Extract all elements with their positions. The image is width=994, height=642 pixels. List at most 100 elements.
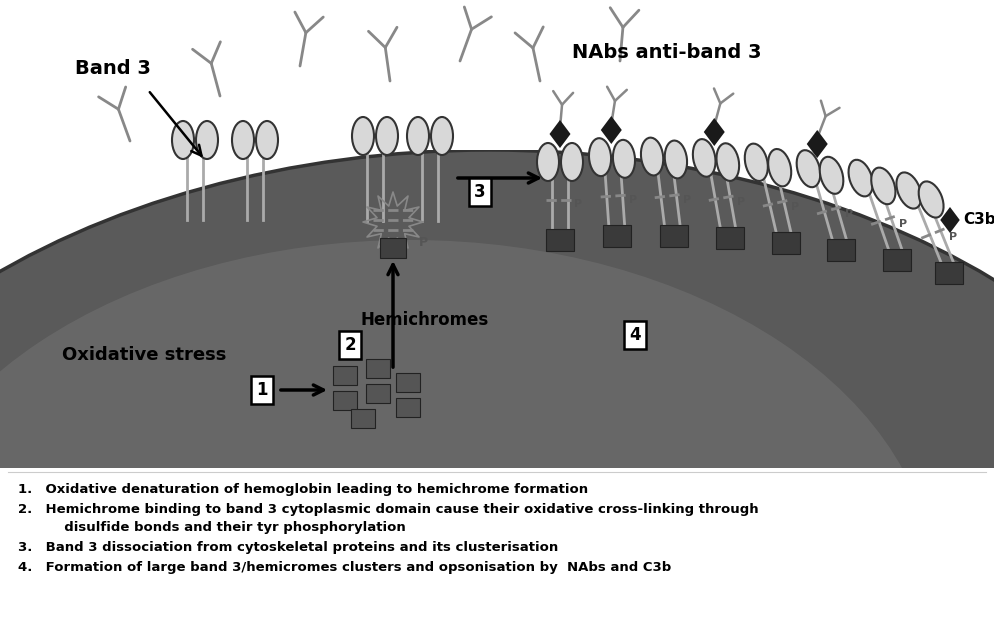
Bar xyxy=(659,225,688,247)
Ellipse shape xyxy=(0,270,994,642)
Ellipse shape xyxy=(0,310,994,642)
Ellipse shape xyxy=(537,143,559,181)
Bar xyxy=(380,238,406,258)
Bar xyxy=(333,365,357,385)
Text: disulfide bonds and their tyr phosphorylation: disulfide bonds and their tyr phosphoryl… xyxy=(18,521,406,535)
Text: 3. Band 3 dissociation from cytoskeletal proteins and its clusterisation: 3. Band 3 dissociation from cytoskeletal… xyxy=(18,541,559,555)
Ellipse shape xyxy=(796,150,820,187)
Ellipse shape xyxy=(0,240,994,642)
Ellipse shape xyxy=(0,240,935,642)
Ellipse shape xyxy=(0,220,994,642)
Text: P: P xyxy=(574,199,582,209)
Ellipse shape xyxy=(0,180,994,642)
Text: P: P xyxy=(683,195,691,205)
Text: Oxidative stress: Oxidative stress xyxy=(62,346,227,364)
Ellipse shape xyxy=(561,143,583,181)
Ellipse shape xyxy=(849,160,873,196)
Ellipse shape xyxy=(0,250,994,642)
Bar xyxy=(0,468,994,642)
Ellipse shape xyxy=(693,139,716,177)
Bar xyxy=(884,249,911,271)
Polygon shape xyxy=(550,120,571,148)
Bar xyxy=(366,358,390,377)
Bar xyxy=(366,383,390,403)
Ellipse shape xyxy=(0,210,994,642)
Text: P: P xyxy=(899,219,908,229)
Bar xyxy=(935,262,963,284)
Ellipse shape xyxy=(745,144,767,181)
Bar xyxy=(716,227,744,249)
Ellipse shape xyxy=(196,121,218,159)
Ellipse shape xyxy=(641,137,663,175)
Text: Band 3: Band 3 xyxy=(75,58,151,78)
Ellipse shape xyxy=(872,168,896,204)
Text: 1. Oxidative denaturation of hemoglobin leading to hemichrome formation: 1. Oxidative denaturation of hemoglobin … xyxy=(18,483,588,496)
Bar xyxy=(603,225,631,247)
Ellipse shape xyxy=(172,121,194,159)
Ellipse shape xyxy=(145,420,835,642)
Ellipse shape xyxy=(25,340,955,642)
Text: P: P xyxy=(949,232,957,242)
Ellipse shape xyxy=(232,121,254,159)
Ellipse shape xyxy=(0,300,994,642)
Text: P: P xyxy=(629,195,637,205)
Ellipse shape xyxy=(115,400,865,642)
Text: 4: 4 xyxy=(629,326,641,344)
Ellipse shape xyxy=(256,121,278,159)
Ellipse shape xyxy=(85,380,895,642)
Text: P: P xyxy=(791,202,799,212)
Bar xyxy=(0,0,994,150)
Ellipse shape xyxy=(130,410,850,642)
Ellipse shape xyxy=(613,140,635,178)
Ellipse shape xyxy=(431,117,453,155)
Ellipse shape xyxy=(55,360,925,642)
Ellipse shape xyxy=(0,200,994,642)
Ellipse shape xyxy=(407,117,429,155)
Text: 3: 3 xyxy=(474,183,486,201)
Text: 4. Formation of large band 3/hemicromes clusters and opsonisation by  NAbs and C: 4. Formation of large band 3/hemicromes … xyxy=(18,562,671,575)
Ellipse shape xyxy=(70,370,910,642)
Ellipse shape xyxy=(0,260,994,642)
Ellipse shape xyxy=(0,150,994,642)
Ellipse shape xyxy=(40,350,940,642)
Ellipse shape xyxy=(0,320,985,642)
Ellipse shape xyxy=(0,150,994,642)
Ellipse shape xyxy=(376,117,398,155)
Ellipse shape xyxy=(0,280,994,642)
Text: C3b: C3b xyxy=(963,213,994,227)
Ellipse shape xyxy=(10,330,970,642)
Ellipse shape xyxy=(175,440,805,642)
Ellipse shape xyxy=(0,230,994,642)
Ellipse shape xyxy=(0,170,994,642)
Bar xyxy=(351,408,375,428)
Polygon shape xyxy=(704,118,725,146)
Bar xyxy=(771,232,799,254)
Bar xyxy=(396,372,420,392)
Ellipse shape xyxy=(0,190,994,642)
Bar xyxy=(396,397,420,417)
Text: Hemichromes: Hemichromes xyxy=(360,311,488,329)
Text: P: P xyxy=(418,236,427,248)
Ellipse shape xyxy=(918,182,943,218)
Text: P: P xyxy=(737,197,746,207)
Polygon shape xyxy=(600,116,622,144)
Text: 2: 2 xyxy=(344,336,356,354)
Ellipse shape xyxy=(665,141,687,178)
Ellipse shape xyxy=(0,160,994,642)
Ellipse shape xyxy=(589,138,611,176)
Ellipse shape xyxy=(897,173,921,209)
Polygon shape xyxy=(940,207,960,233)
Text: P: P xyxy=(845,209,853,219)
Bar xyxy=(333,390,357,410)
Ellipse shape xyxy=(160,430,820,642)
Text: 2. Hemichrome binding to band 3 cytoplasmic domain cause their oxidative cross-l: 2. Hemichrome binding to band 3 cytoplas… xyxy=(18,503,758,517)
Ellipse shape xyxy=(100,390,880,642)
Text: NAbs anti-band 3: NAbs anti-band 3 xyxy=(572,42,761,62)
Bar xyxy=(546,229,574,251)
Polygon shape xyxy=(807,130,828,158)
Ellipse shape xyxy=(768,149,791,186)
Ellipse shape xyxy=(717,143,740,181)
Ellipse shape xyxy=(0,290,994,642)
Text: 1: 1 xyxy=(256,381,267,399)
Ellipse shape xyxy=(352,117,374,155)
